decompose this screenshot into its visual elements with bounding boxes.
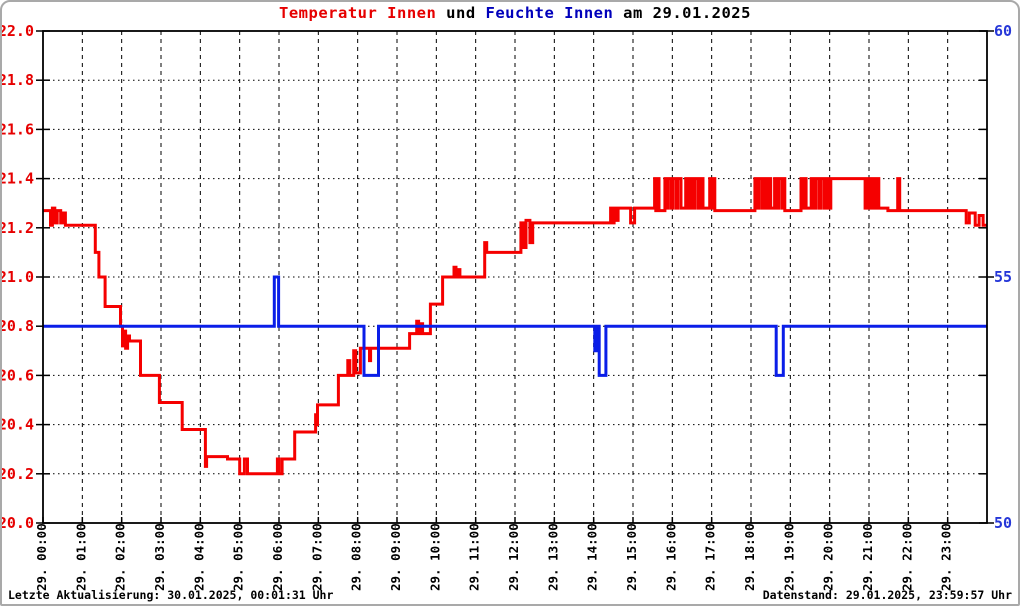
left-axis-label: 22.0 <box>0 22 34 40</box>
x-tick-label: 29. 06:00 <box>270 523 285 591</box>
x-tick-label: 29. 23:00 <box>939 523 954 591</box>
x-tick-label: 29. 09:00 <box>388 523 403 591</box>
right-axis-label: 55 <box>994 268 1012 286</box>
left-axis-label: 21.8 <box>0 71 34 89</box>
left-axis-label: 21.0 <box>0 268 34 286</box>
x-tick-label: 29. 12:00 <box>506 523 521 591</box>
x-tick-label: 29. 00:00 <box>34 523 49 591</box>
x-tick-label: 29. 04:00 <box>191 523 206 591</box>
x-tick-label: 29. 16:00 <box>663 523 678 591</box>
left-axis-label: 20.6 <box>0 366 34 384</box>
left-axis-label: 20.2 <box>0 465 34 483</box>
left-axis-label: 20.8 <box>0 317 34 335</box>
x-tick-label: 29. 10:00 <box>427 523 442 591</box>
right-axis-label: 60 <box>994 22 1012 40</box>
plot-frame <box>42 30 988 524</box>
x-tick-label: 29. 08:00 <box>349 523 364 591</box>
title-connector: und <box>436 4 486 22</box>
x-tick-label: 29. 15:00 <box>624 523 639 591</box>
data-state-text: Datenstand: 29.01.2025, 23:59:57 Uhr <box>762 588 1012 602</box>
humidity-line <box>43 275 987 377</box>
x-tick-label: 29. 22:00 <box>899 523 914 591</box>
x-tick-label: 29. 02:00 <box>113 523 128 591</box>
left-axis-label: 21.4 <box>0 170 34 188</box>
left-axis-label: 21.2 <box>0 219 34 237</box>
title-humidity-series: Feuchte Innen <box>485 4 614 22</box>
right-axis-label: 50 <box>994 514 1012 532</box>
title-temperature-series: Temperatur Innen <box>279 4 437 22</box>
temperature-line <box>43 177 987 476</box>
left-axis-label: 21.6 <box>0 120 34 138</box>
x-tick-label: 29. 03:00 <box>152 523 167 591</box>
x-tick-label: 29. 01:00 <box>73 523 88 591</box>
x-tick-label: 29. 18:00 <box>742 523 757 591</box>
x-tick-label: 29. 11:00 <box>467 523 482 591</box>
x-tick-label: 29. 13:00 <box>545 523 560 591</box>
x-tick-label: 29. 20:00 <box>821 523 836 591</box>
chart-title: Temperatur Innen und Feuchte Innen am 29… <box>43 4 987 22</box>
x-tick-label: 29. 14:00 <box>585 523 600 591</box>
x-tick-label: 29. 07:00 <box>309 523 324 591</box>
x-tick-label: 29. 05:00 <box>231 523 246 591</box>
x-tick-label: 29. 19:00 <box>781 523 796 591</box>
left-axis-label: 20.0 <box>0 514 34 532</box>
title-date: am 29.01.2025 <box>613 4 751 22</box>
left-axis-label: 20.4 <box>0 416 34 434</box>
last-update-text: Letzte Aktualisierung: 30.01.2025, 00:01… <box>8 588 334 602</box>
x-tick-label: 29. 21:00 <box>860 523 875 591</box>
x-tick-label: 29. 17:00 <box>703 523 718 591</box>
